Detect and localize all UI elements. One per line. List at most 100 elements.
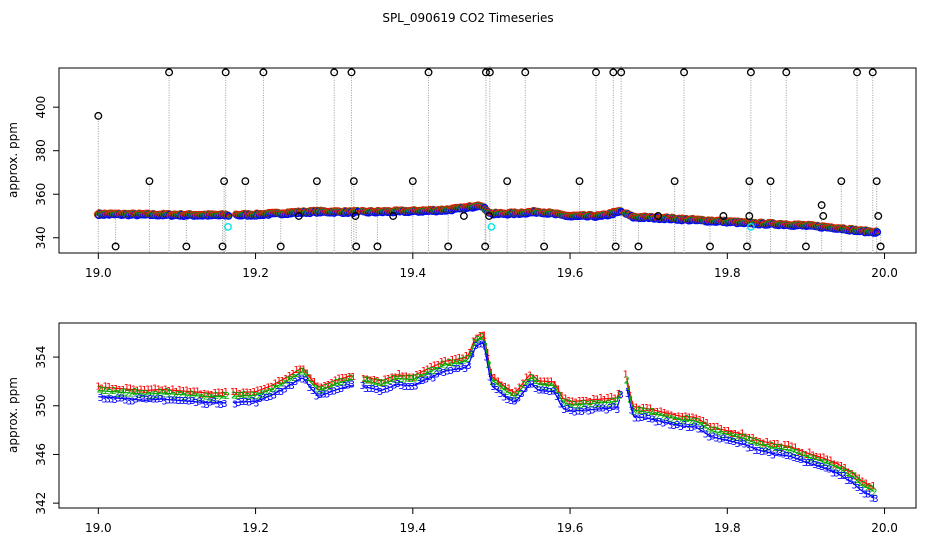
series-3-marker: 3: [512, 396, 518, 407]
series-1-marker: 1: [272, 378, 278, 389]
series-1-marker: 1: [598, 393, 604, 404]
top-panel-data: [93, 65, 885, 253]
series-3-marker: 3: [561, 405, 567, 416]
series-1-marker: 1: [516, 382, 522, 393]
series-2-marker: 2: [468, 349, 474, 360]
series-2-marker: 2: [245, 392, 251, 403]
series-1-marker: 1: [506, 384, 512, 395]
series-2-marker: 2: [546, 381, 552, 392]
series-3-marker: 3: [211, 396, 217, 407]
series-2-marker: 2: [864, 484, 870, 495]
mid-outlier-point: [389, 212, 398, 220]
cyan-point: [487, 223, 496, 231]
series-2-marker: 2: [670, 415, 676, 426]
series-2-marker: 2: [380, 379, 386, 390]
series-3-marker: 3: [742, 439, 748, 450]
series-1-marker: 1: [513, 386, 519, 397]
series-3-marker: 3: [451, 364, 457, 375]
series-3-marker: 3: [738, 438, 744, 449]
series-2-marker: 2: [192, 391, 198, 402]
outlier-point: [424, 68, 433, 77]
cyan-point: [747, 223, 755, 231]
top-x-tick-label: 19.6: [557, 266, 584, 280]
mid-outlier-point: [294, 212, 303, 220]
top-panel: 19.0 19.2 19.4 19.6 19.8 20.0 340 360 380 400 app…: [6, 65, 917, 280]
series-2-marker: 2: [447, 358, 453, 369]
series-1-marker: 1: [120, 385, 126, 396]
series-3-marker: 3: [271, 390, 277, 401]
bottom-panel-axes: 19.0 19.2 19.4 19.6 19.8 20.0 342 346 350 354: [34, 346, 898, 535]
series-1-marker: 1: [106, 382, 112, 393]
series-3-marker: 3: [444, 366, 450, 377]
outlier-point: [680, 68, 689, 77]
series-2-marker: 2: [648, 407, 654, 418]
series-2-marker: 2: [415, 372, 421, 383]
series-2-marker: 2: [744, 435, 750, 446]
series-1-marker: 1: [219, 388, 225, 399]
series-1-marker: 1: [753, 436, 759, 447]
series-2-marker: 2: [387, 376, 393, 387]
series-2-marker: 2: [818, 458, 824, 469]
series-3-marker: 3: [692, 421, 698, 432]
mid-outlier-point: [654, 212, 663, 220]
series-2-marker: 2: [450, 358, 456, 369]
series-2-marker: 2: [323, 383, 329, 394]
series-3-marker: 3: [264, 393, 270, 404]
series-1-marker: 1: [605, 393, 611, 404]
series-2-marker: 2: [535, 379, 541, 390]
series-1-marker: 1: [410, 372, 416, 383]
series-2-marker: 2: [493, 379, 499, 390]
series-1-marker: 1: [750, 433, 756, 444]
series-3-marker: 3: [717, 435, 723, 446]
series-3-marker: 3: [112, 395, 118, 406]
series-3-marker: 3: [384, 385, 390, 396]
series-1-marker: 1: [492, 373, 498, 384]
series-2-marker: 2: [203, 391, 209, 402]
series-1-marker: 1: [566, 396, 572, 407]
series-2-marker: 2: [666, 413, 672, 424]
series-1-marker: 1: [672, 412, 678, 423]
series-2-marker: 2: [100, 386, 106, 397]
series-2-marker: 2: [411, 374, 417, 385]
series-2-marker: 2: [273, 383, 279, 394]
series-2-marker: 2: [747, 436, 753, 447]
series-1-marker: 1: [523, 373, 529, 384]
series-2-marker: 2: [779, 443, 785, 454]
series-3-marker: 3: [575, 407, 581, 418]
series-2-marker: 2: [326, 382, 332, 393]
series-2-marker: 2: [581, 399, 587, 410]
series-1-marker: 1: [838, 461, 844, 472]
series-3-marker: 3: [243, 397, 249, 408]
series-3-marker: 3: [536, 385, 542, 396]
series-2-marker: 2: [128, 389, 134, 400]
series-3-marker: 3: [175, 396, 181, 407]
series-3-marker: 3: [98, 393, 104, 404]
series-2-marker: 2: [564, 397, 570, 408]
series-3-marker: 3: [278, 387, 284, 398]
outlier-point: [670, 177, 679, 186]
series-2-marker: 2: [196, 392, 202, 403]
bottom-y-tick-label: 346: [34, 443, 48, 466]
low-outlier-point: [801, 242, 810, 251]
series-3-marker: 3: [487, 373, 493, 384]
series-3-marker: 3: [759, 447, 765, 458]
series-1-marker: 1: [499, 380, 505, 391]
series-1-marker: 1: [124, 383, 130, 394]
series-1-marker: 1: [311, 377, 317, 388]
top-x-tick-label: 19.8: [714, 266, 741, 280]
series-3-marker: 3: [473, 341, 479, 352]
series-2-marker: 2: [111, 386, 117, 397]
series-2-marker: 2: [418, 373, 424, 384]
series-2-marker: 2: [401, 375, 407, 386]
series-3-marker: 3: [218, 400, 224, 411]
series-2-marker: 2: [383, 378, 389, 389]
series-1-marker: 1: [258, 385, 264, 396]
series-3-marker: 3: [766, 448, 772, 459]
series-1-marker: 1: [152, 384, 158, 395]
series-1-marker: 1: [269, 382, 275, 393]
series-2-marker: 2: [404, 374, 410, 385]
outlier-point: [259, 68, 268, 77]
series-2-marker: 2: [518, 384, 524, 395]
series-3-marker: 3: [108, 395, 114, 406]
series-3-marker: 3: [147, 394, 153, 405]
